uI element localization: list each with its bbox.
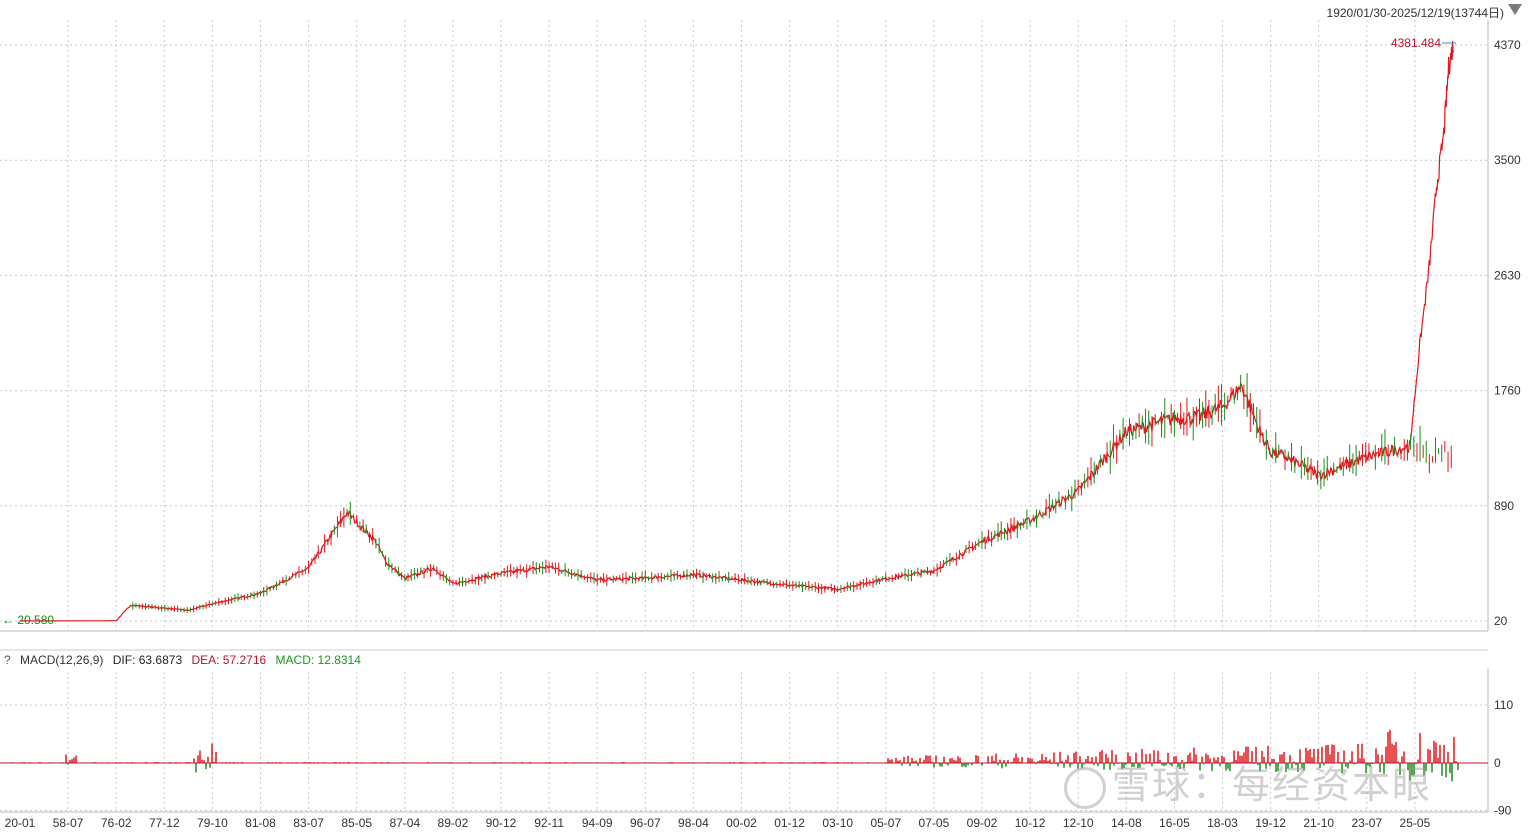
- x-tick-label: 83-07: [293, 816, 324, 830]
- y-tick-label: 2630: [1494, 268, 1521, 282]
- x-tick-label: 85-05: [341, 816, 372, 830]
- macd-header: ? MACD(12,26,9) DIF: 63.6873 DEA: 57.271…: [4, 653, 367, 667]
- macd-dif-value: DIF: 63.6873: [112, 653, 183, 667]
- x-tick-label: 90-12: [486, 816, 517, 830]
- x-tick-label: 20-01: [5, 816, 36, 830]
- x-tick-label: 25-05: [1400, 816, 1431, 830]
- macd-y-tick-label: -90: [1494, 803, 1512, 817]
- x-tick-label: 10-12: [1015, 816, 1046, 830]
- macd-y-tick-label: 0: [1494, 756, 1501, 770]
- x-tick-label: 12-10: [1063, 816, 1094, 830]
- x-tick-label: 79-10: [197, 816, 228, 830]
- watermark-text: 雪球：每经资本眼: [1112, 763, 1433, 807]
- macd-macd-value: MACD: 12.8314: [275, 653, 361, 667]
- x-tick-label: 81-08: [245, 816, 276, 830]
- macd-y-tick-label: 110: [1494, 698, 1513, 712]
- snowball-logo-icon: [1064, 766, 1106, 809]
- macd-title: MACD(12,26,9): [20, 653, 104, 667]
- date-range-label: 1920/01/30-2025/12/19(13744日): [1326, 6, 1504, 20]
- x-tick-label: 87-04: [389, 816, 420, 830]
- x-tick-label: 16-05: [1159, 816, 1190, 830]
- min-price-label: ← 20.580: [2, 613, 54, 627]
- x-tick-label: 19-12: [1255, 816, 1286, 830]
- max-price-label: 4381.484: [1391, 36, 1441, 50]
- question-icon[interactable]: ?: [4, 653, 11, 667]
- y-tick-label: 4370: [1494, 38, 1521, 52]
- macd-dea-value: DEA: 57.2716: [191, 653, 267, 667]
- y-tick-label: 1760: [1494, 384, 1521, 398]
- x-tick-label: 21-10: [1303, 816, 1334, 830]
- y-tick-label: 3500: [1494, 153, 1521, 167]
- x-tick-label: 96-07: [630, 816, 661, 830]
- x-tick-label: 58-07: [53, 816, 84, 830]
- x-tick-label: 98-04: [678, 816, 709, 830]
- price-series-line: [20, 40, 1454, 622]
- y-tick-label: 20: [1494, 614, 1508, 628]
- x-tick-label: 23-07: [1351, 816, 1382, 830]
- x-tick-label: 92-11: [534, 816, 564, 830]
- x-tick-label: 09-02: [967, 816, 998, 830]
- range-dropdown-icon[interactable]: [1508, 4, 1522, 15]
- x-tick-label: 00-02: [726, 816, 757, 830]
- x-tick-label: 14-08: [1111, 816, 1142, 830]
- x-tick-label: 18-03: [1207, 816, 1238, 830]
- x-tick-label: 03-10: [822, 816, 853, 830]
- x-tick-label: 07-05: [919, 816, 950, 830]
- x-tick-label: 94-09: [582, 816, 613, 830]
- x-tick-label: 76-02: [101, 816, 132, 830]
- x-tick-label: 01-12: [774, 816, 805, 830]
- y-tick-label: 890: [1494, 499, 1514, 513]
- watermark: 雪球：每经资本眼: [1064, 754, 1432, 809]
- x-tick-label: 05-07: [870, 816, 901, 830]
- x-tick-label: 89-02: [438, 816, 469, 830]
- x-tick-label: 77-12: [149, 816, 180, 830]
